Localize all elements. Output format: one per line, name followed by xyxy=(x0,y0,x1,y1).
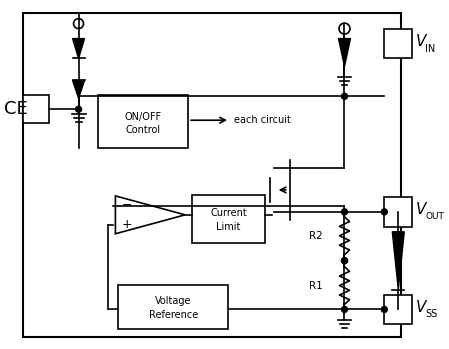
Bar xyxy=(119,284,228,329)
Circle shape xyxy=(342,306,348,312)
Bar xyxy=(384,29,412,59)
Text: Voltage: Voltage xyxy=(155,296,191,306)
Polygon shape xyxy=(392,232,404,290)
Bar xyxy=(384,197,412,227)
Text: V: V xyxy=(416,202,427,217)
Text: SS: SS xyxy=(425,310,437,319)
Circle shape xyxy=(342,93,348,99)
Text: Limit: Limit xyxy=(216,222,241,232)
Circle shape xyxy=(342,209,348,215)
Bar xyxy=(23,13,401,337)
Circle shape xyxy=(342,258,348,263)
Polygon shape xyxy=(73,38,84,59)
Text: R2: R2 xyxy=(309,231,322,241)
Text: IN: IN xyxy=(425,44,436,53)
Bar xyxy=(384,295,412,325)
Text: R1: R1 xyxy=(309,281,322,291)
Text: V: V xyxy=(416,34,427,49)
Text: OUT: OUT xyxy=(425,212,444,221)
Text: Control: Control xyxy=(126,125,161,135)
Circle shape xyxy=(339,23,350,34)
Polygon shape xyxy=(115,196,185,234)
Polygon shape xyxy=(73,80,84,98)
Bar xyxy=(98,95,188,148)
Circle shape xyxy=(381,209,387,215)
Bar xyxy=(23,95,48,123)
Text: Current: Current xyxy=(210,208,247,218)
Text: +: + xyxy=(122,218,132,231)
Polygon shape xyxy=(339,38,351,66)
Text: V: V xyxy=(416,300,427,315)
Circle shape xyxy=(75,106,82,112)
Text: −: − xyxy=(122,199,132,213)
Bar xyxy=(192,195,265,243)
Text: Reference: Reference xyxy=(149,310,198,320)
Circle shape xyxy=(342,258,348,263)
Text: CE: CE xyxy=(4,100,27,118)
Text: each circuit: each circuit xyxy=(234,115,291,125)
Circle shape xyxy=(74,18,84,29)
Circle shape xyxy=(381,306,387,312)
Text: ON/OFF: ON/OFF xyxy=(125,112,162,122)
